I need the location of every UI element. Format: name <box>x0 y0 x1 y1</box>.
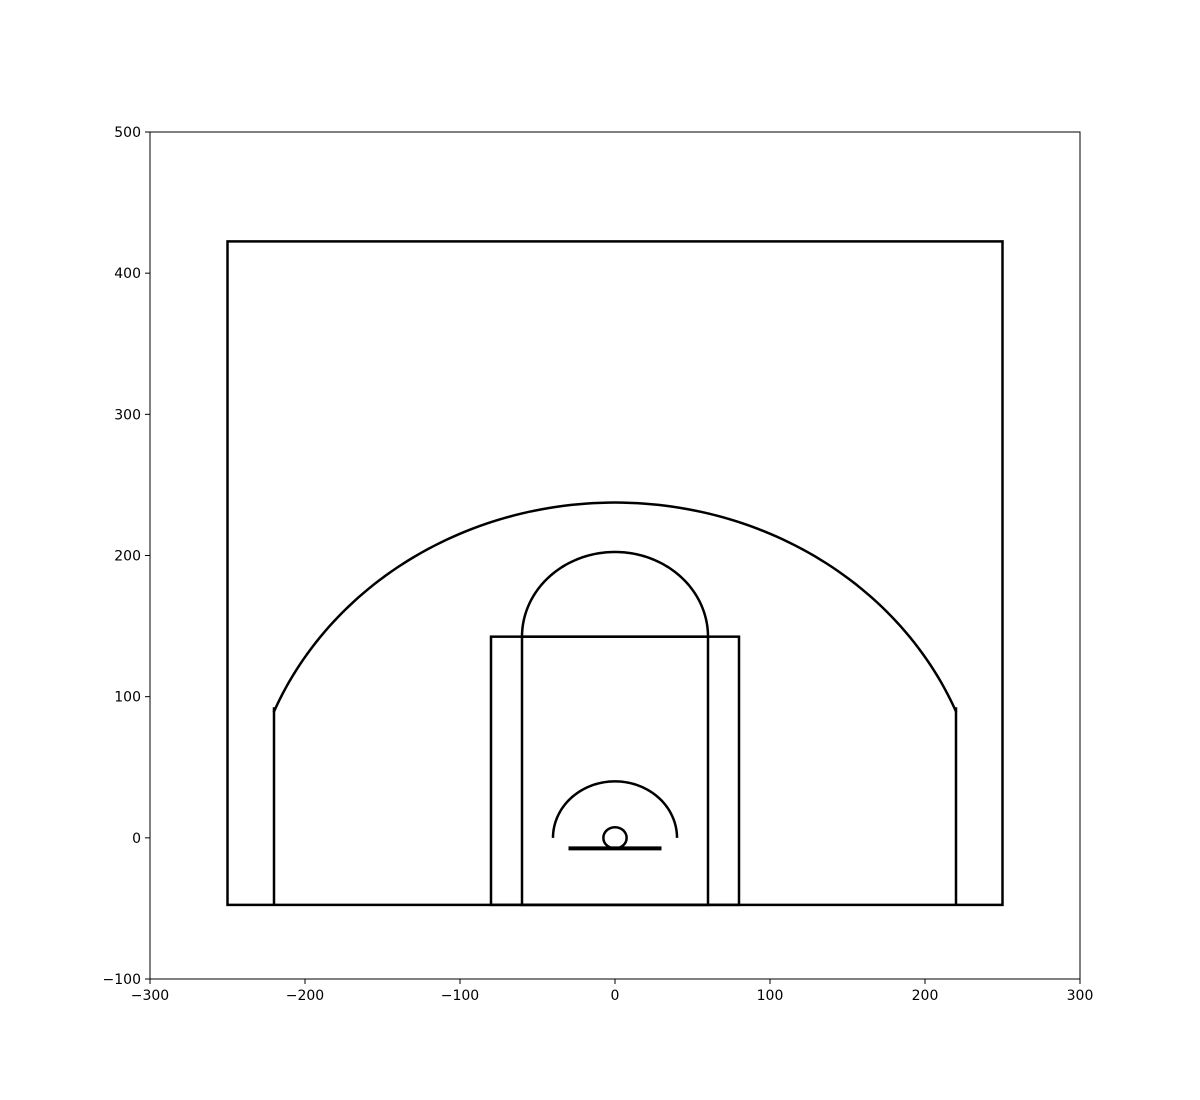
x-tick-label: 100 <box>757 988 784 1004</box>
y-tick-label: 100 <box>114 690 141 706</box>
three-point-arc <box>272 501 958 713</box>
x-tick-label: 0 <box>611 988 620 1004</box>
inner-paint-box <box>520 635 710 907</box>
y-tick-label: 300 <box>114 407 141 423</box>
y-tick-label: 200 <box>114 549 141 565</box>
x-tick-label: 300 <box>1067 988 1094 1004</box>
court-lines <box>226 240 1004 907</box>
y-tick-label: 500 <box>114 125 141 141</box>
y-tick-label: −100 <box>103 972 141 988</box>
restricted-area-arc <box>551 780 679 838</box>
x-axis: −300 −200 −100 0 100 200 300 <box>131 979 1094 1004</box>
x-tick-label: −100 <box>441 988 479 1004</box>
free-throw-top-arc <box>520 550 710 637</box>
x-tick-label: −200 <box>286 988 324 1004</box>
y-axis: −100 0 100 200 300 400 500 <box>103 125 150 988</box>
x-tick-label: −300 <box>131 988 169 1004</box>
y-tick-label: 0 <box>132 831 141 847</box>
y-tick-label: 400 <box>114 266 141 282</box>
x-tick-label: 200 <box>912 988 939 1004</box>
